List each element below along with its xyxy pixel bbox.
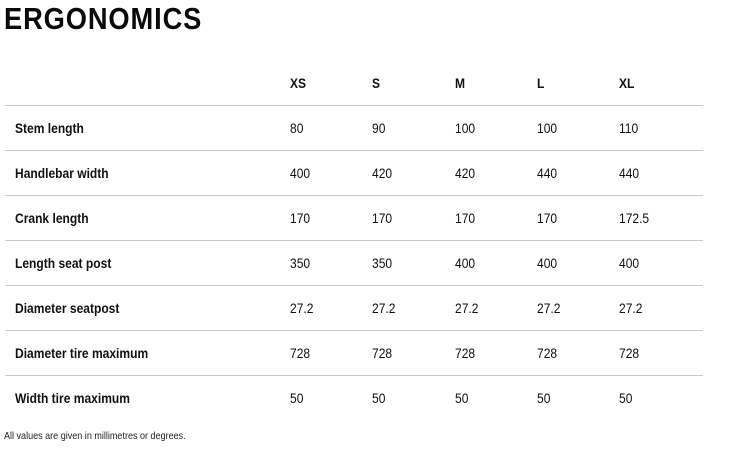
row-value: 420 [455, 165, 476, 181]
row-value: 170 [455, 210, 476, 226]
row-label: Diameter tire maximum [15, 345, 149, 361]
page-title: ERGONOMICS [4, 1, 203, 36]
size-header: S [372, 75, 381, 91]
table-row: Length seat post 350 350 400 400 400 [5, 241, 703, 286]
row-value: 728 [619, 345, 640, 361]
table-row: Handlebar width 400 420 420 440 440 [5, 151, 703, 196]
row-value: 27.2 [619, 300, 643, 316]
row-value: 350 [290, 255, 311, 271]
row-value: 50 [619, 390, 633, 406]
table-row: Stem length 80 90 100 100 110 [5, 106, 703, 151]
ergonomics-table: XS S M L XL Stem length 80 90 100 100 110 Hand… [5, 61, 703, 420]
row-value: 27.2 [290, 300, 314, 316]
row-value: 728 [455, 345, 476, 361]
row-value: 90 [372, 120, 386, 136]
row-value: 400 [290, 165, 311, 181]
row-value: 27.2 [372, 300, 396, 316]
row-label: Handlebar width [15, 165, 109, 181]
row-value: 440 [619, 165, 640, 181]
footnote: All values are given in millimetres or d… [4, 430, 186, 442]
row-value: 728 [537, 345, 558, 361]
table-row: Diameter seatpost 27.2 27.2 27.2 27.2 27.2 [5, 286, 703, 331]
row-label: Crank length [15, 210, 89, 226]
row-value: 50 [372, 390, 386, 406]
size-header: XS [290, 75, 307, 91]
row-value: 728 [290, 345, 311, 361]
row-value: 728 [372, 345, 393, 361]
row-label: Width tire maximum [15, 390, 130, 406]
table-row: Diameter tire maximum 728 728 728 728 728 [5, 331, 703, 376]
row-value: 170 [372, 210, 393, 226]
row-value: 100 [537, 120, 558, 136]
row-value: 110 [619, 120, 639, 136]
row-label: Length seat post [15, 255, 112, 271]
row-value: 50 [455, 390, 469, 406]
table-header-row: XS S M L XL [5, 61, 703, 106]
size-header: XL [619, 75, 635, 91]
row-value: 400 [619, 255, 640, 271]
row-value: 400 [455, 255, 476, 271]
row-value: 27.2 [537, 300, 561, 316]
row-value: 400 [537, 255, 558, 271]
size-header: L [537, 75, 545, 91]
row-value: 80 [290, 120, 304, 136]
row-value: 170 [290, 210, 311, 226]
row-value: 440 [537, 165, 558, 181]
row-value: 350 [372, 255, 393, 271]
table-row: Crank length 170 170 170 170 172.5 [5, 196, 703, 241]
size-header: M [455, 75, 466, 91]
row-value: 27.2 [455, 300, 479, 316]
row-value: 100 [455, 120, 476, 136]
row-value: 420 [372, 165, 393, 181]
row-label: Diameter seatpost [15, 300, 120, 316]
row-value: 172.5 [619, 210, 650, 226]
row-value: 50 [290, 390, 304, 406]
row-value: 50 [537, 390, 551, 406]
row-value: 170 [537, 210, 558, 226]
row-label: Stem length [15, 120, 84, 136]
table-row: Width tire maximum 50 50 50 50 50 [5, 376, 703, 420]
